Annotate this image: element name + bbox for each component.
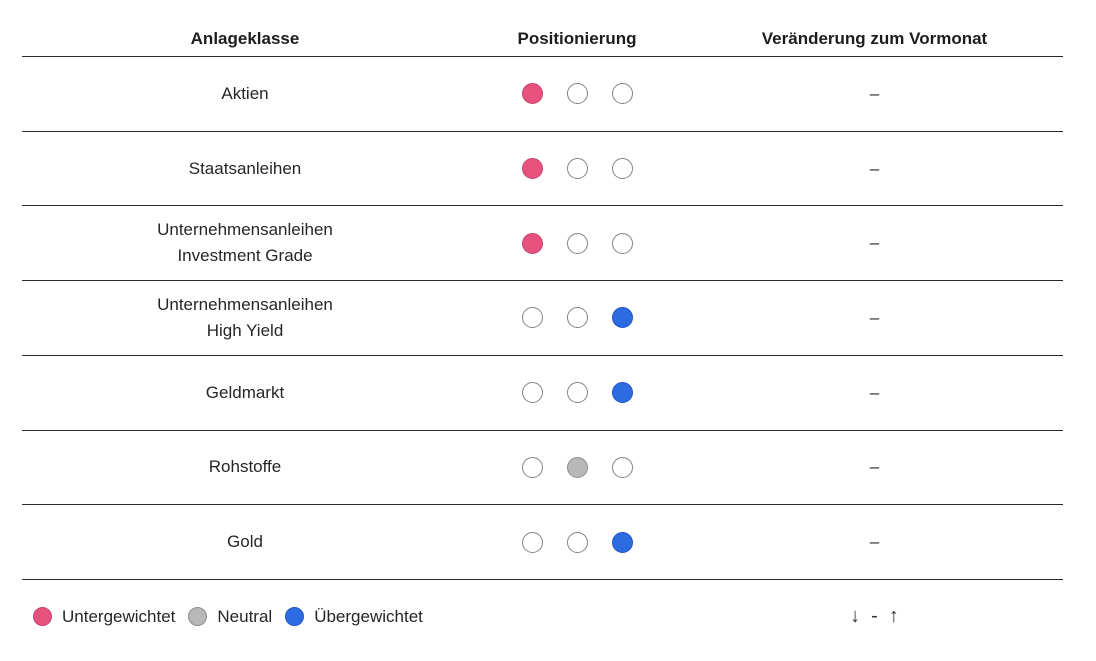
underweight-position-dot (521, 531, 543, 553)
change-legend: ↓ - ↑ (686, 605, 1063, 628)
legend-item: Neutral (188, 607, 272, 627)
overweight-position-dot (611, 83, 633, 105)
positioning-dots (468, 382, 686, 404)
legend-label: Neutral (217, 606, 273, 626)
overweight-dot-icon (285, 607, 305, 626)
table-row: Aktien – (22, 57, 1063, 132)
positioning-dots (468, 158, 686, 180)
column-header-change-vs-previous-month: Veränderung zum Vormonat (761, 29, 988, 48)
positioning-legend: Untergewichtet Neutral Übergewichtet (22, 607, 686, 627)
neutral-position-dot (566, 158, 588, 180)
positioning-dots (468, 456, 686, 478)
neutral-position-dot (566, 456, 588, 478)
neutral-position-dot (566, 382, 588, 404)
legend-label: Untergewichtet (62, 606, 176, 626)
change-value: – (869, 307, 880, 327)
legend-item: Untergewichtet (33, 607, 175, 627)
change-value: – (869, 532, 880, 552)
change-value: – (869, 158, 880, 178)
table-row: Staatsanleihen – (22, 132, 1063, 207)
positioning-dots (468, 232, 686, 254)
decrease-arrow-icon: ↓ (850, 605, 861, 627)
overweight-position-dot (611, 531, 633, 553)
asset-class-name: Geldmarkt (205, 382, 285, 402)
table-row: Unternehmensanleihen High Yield – (22, 281, 1063, 356)
table-row: Gold – (22, 505, 1063, 580)
asset-class-name: Unternehmensanleihen High Yield (157, 294, 333, 340)
legend-label: Übergewichtet (314, 606, 423, 626)
overweight-position-dot (611, 382, 633, 404)
table-header-row: Anlageklasse Positionierung Veränderung … (22, 0, 1063, 57)
overweight-position-dot (611, 307, 633, 329)
change-value: – (869, 457, 880, 477)
table-row: Geldmarkt – (22, 356, 1063, 431)
neutral-position-dot (566, 307, 588, 329)
neutral-dot-icon (188, 607, 208, 626)
overweight-position-dot (611, 232, 633, 254)
asset-class-name: Unternehmensanleihen Investment Grade (157, 220, 333, 266)
change-value: – (869, 382, 880, 402)
positioning-dots (468, 83, 686, 105)
legend-item: Übergewichtet (285, 607, 423, 627)
neutral-position-dot (566, 232, 588, 254)
asset-class-name: Rohstoffe (208, 457, 282, 477)
table-row: Rohstoffe – (22, 431, 1063, 506)
underweight-position-dot (521, 307, 543, 329)
change-value: – (869, 83, 880, 103)
underweight-position-dot (521, 232, 543, 254)
table-body: Aktien – Staatsanleihen – Unternehmensan… (22, 57, 1063, 580)
underweight-position-dot (521, 158, 543, 180)
underweight-position-dot (521, 456, 543, 478)
overweight-position-dot (611, 158, 633, 180)
legend-row: Untergewichtet Neutral Übergewichtet ↓ -… (22, 605, 1063, 628)
overweight-position-dot (611, 456, 633, 478)
positioning-dots (468, 307, 686, 329)
neutral-position-dot (566, 531, 588, 553)
positioning-table: Anlageklasse Positionierung Veränderung … (22, 0, 1063, 580)
neutral-position-dot (566, 83, 588, 105)
positioning-dots (468, 531, 686, 553)
asset-class-name: Staatsanleihen (188, 158, 302, 178)
column-header-asset-class: Anlageklasse (190, 29, 300, 48)
underweight-position-dot (521, 83, 543, 105)
asset-class-name: Gold (227, 532, 263, 552)
asset-class-name: Aktien (221, 83, 269, 103)
increase-arrow-icon: ↑ (888, 605, 899, 627)
change-value: – (869, 233, 880, 253)
underweight-position-dot (521, 382, 543, 404)
no-change-dash: - (871, 605, 878, 627)
column-header-positioning: Positionierung (517, 29, 637, 48)
table-row: Unternehmensanleihen Investment Grade – (22, 206, 1063, 282)
underweight-dot-icon (33, 607, 52, 626)
